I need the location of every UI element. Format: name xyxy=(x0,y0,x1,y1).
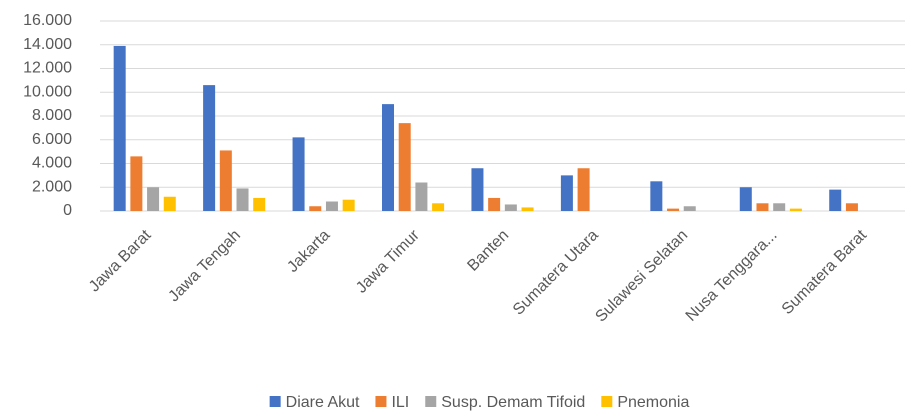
x-tick-label: Sumatera Barat xyxy=(779,226,871,318)
bar xyxy=(325,201,338,211)
bar xyxy=(504,204,517,211)
bar xyxy=(650,181,663,211)
legend-swatch xyxy=(375,396,387,407)
bar xyxy=(577,168,590,211)
x-tick-label: Jawa Tengah xyxy=(165,227,243,305)
legend-swatch xyxy=(269,396,281,407)
bar xyxy=(521,207,534,211)
legend-label: Pnemonia xyxy=(617,394,689,411)
legend-label: Diare Akut xyxy=(286,394,360,411)
bar xyxy=(309,206,322,211)
bar xyxy=(829,189,842,211)
bar xyxy=(219,150,232,211)
bar xyxy=(253,197,266,211)
bar xyxy=(342,199,355,211)
bar xyxy=(236,188,249,211)
y-tick-label: 6.000 xyxy=(32,131,72,148)
bar xyxy=(147,187,160,211)
bar xyxy=(203,85,216,211)
bar xyxy=(488,197,501,211)
bar xyxy=(756,203,769,211)
x-tick-label: Sumatera Utara xyxy=(510,227,602,319)
bar xyxy=(415,182,428,211)
legend-swatch xyxy=(425,396,437,407)
bar xyxy=(773,203,786,211)
bar xyxy=(163,196,176,211)
bar xyxy=(471,168,484,211)
y-tick-label: 0 xyxy=(63,202,72,219)
bar xyxy=(398,123,411,211)
y-tick-label: 2.000 xyxy=(32,178,72,195)
y-tick-label: 4.000 xyxy=(32,155,72,172)
y-tick-label: 16.000 xyxy=(23,12,72,29)
bar xyxy=(292,137,305,211)
y-tick-label: 10.000 xyxy=(23,83,72,100)
bar xyxy=(789,208,802,211)
legend-label: ILI xyxy=(391,394,409,411)
bar xyxy=(382,104,395,211)
x-tick-label: Jakarta xyxy=(284,227,333,276)
bar xyxy=(739,187,752,211)
y-tick-label: 14.000 xyxy=(23,36,72,53)
x-tick-label: Banten xyxy=(464,227,512,275)
bar xyxy=(667,208,680,211)
bar xyxy=(560,175,573,211)
bar xyxy=(683,206,696,211)
legend-swatch xyxy=(601,396,613,407)
x-tick-label: Nusa Tenggara... xyxy=(683,227,781,325)
y-tick-label: 12.000 xyxy=(23,60,72,77)
legend-label: Susp. Demam Tifoid xyxy=(441,394,585,411)
bar xyxy=(113,45,126,211)
y-tick-label: 8.000 xyxy=(32,107,72,124)
x-tick-label: Jawa Barat xyxy=(86,226,155,295)
bar xyxy=(845,203,858,211)
bar xyxy=(130,156,143,211)
x-tick-label: Sulawesi Selatan xyxy=(592,227,691,326)
x-tick-label: Jawa Timur xyxy=(353,226,423,296)
bar xyxy=(432,203,445,211)
